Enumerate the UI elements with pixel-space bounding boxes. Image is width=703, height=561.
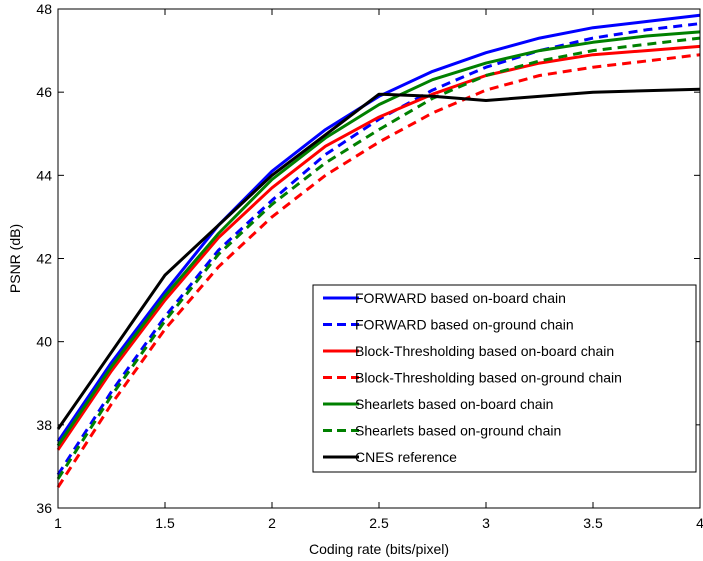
series-line-0 — [56, 13, 701, 443]
series-lines — [56, 13, 701, 489]
legend-entry-label: FORWARD based on-ground chain — [355, 317, 574, 333]
x-tick-label: 3 — [482, 515, 490, 531]
y-tick-label: 46 — [36, 84, 52, 100]
series-line-6 — [56, 87, 701, 430]
x-tick-label: 2 — [268, 515, 276, 531]
x-tick-label: 1.5 — [155, 515, 175, 531]
x-tick-label: 3.5 — [583, 515, 603, 531]
y-tick-label: 44 — [36, 167, 52, 183]
series-line-5 — [56, 36, 701, 480]
series-line-2 — [56, 44, 701, 451]
x-tick-label: 1 — [54, 515, 62, 531]
series-line-3 — [56, 53, 701, 489]
series-line-1 — [56, 22, 701, 476]
x-tick-label: 2.5 — [369, 515, 389, 531]
legend-entry-label: Shearlets based on-ground chain — [355, 423, 561, 439]
series-line-4 — [56, 30, 701, 447]
y-tick-label: 42 — [36, 251, 52, 267]
legend-box — [312, 284, 697, 473]
y-tick-label: 40 — [36, 334, 52, 350]
y-tick-label: 48 — [36, 1, 52, 17]
x-tick-label: 4 — [696, 515, 703, 531]
x-axis: 1 1.5 2 2.5 3 3.5 4 — [54, 9, 703, 531]
y-tick-label: 38 — [36, 417, 52, 433]
legend-entry-label: CNES reference — [355, 449, 457, 465]
legend-entry-label: Block-Thresholding based on-ground chain — [355, 370, 622, 386]
legend-entry-label: Shearlets based on-board chain — [355, 396, 553, 412]
legend-entry-label: Block-Thresholding based on-board chain — [355, 343, 614, 359]
x-axis-label: Coding rate (bits/pixel) — [309, 541, 449, 557]
legend-entry-label: FORWARD based on-board chain — [355, 290, 566, 306]
legend: FORWARD based on-board chain FORWARD base… — [312, 284, 697, 473]
y-axis-label: PSNR (dB) — [7, 224, 23, 293]
y-tick-label: 36 — [36, 500, 52, 516]
y-axis: 36 38 40 42 44 46 48 — [36, 1, 700, 516]
